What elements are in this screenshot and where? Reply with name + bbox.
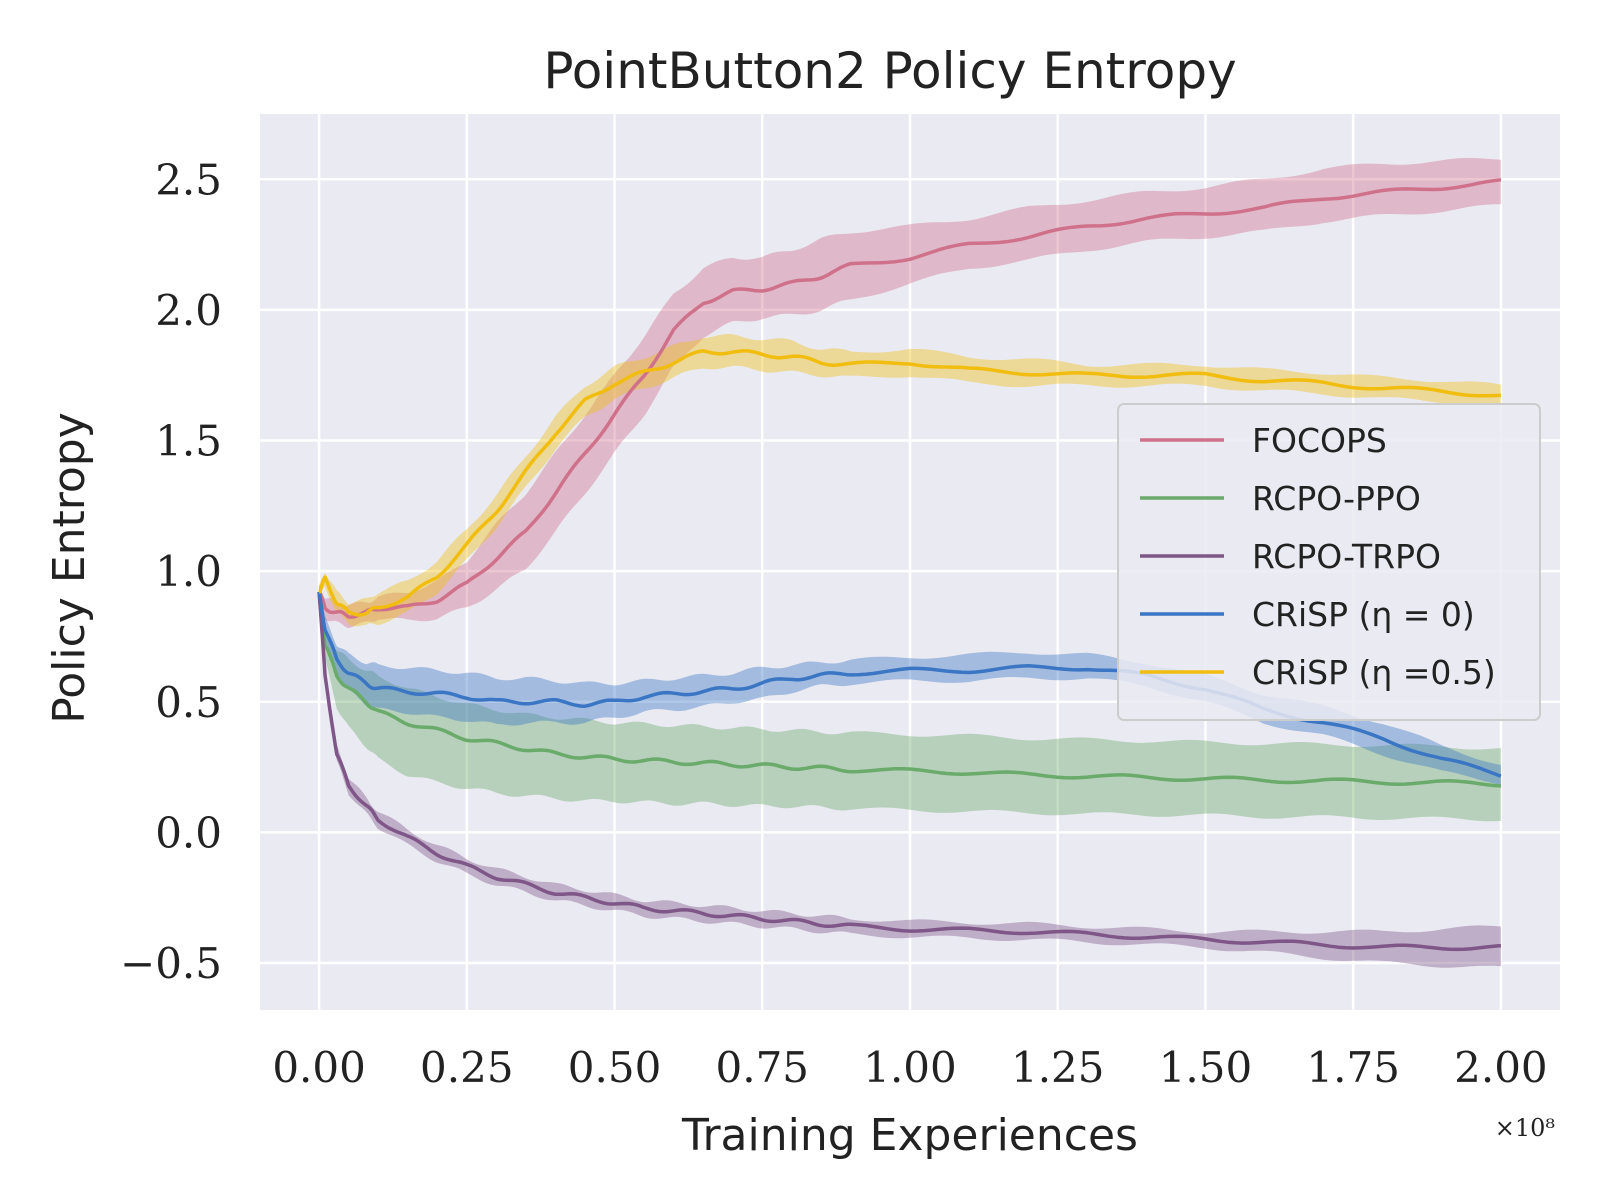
x-scale-label: ×10⁸ [1495, 1114, 1555, 1142]
x-tick-label: 2.00 [1454, 1043, 1548, 1092]
legend-label: CRiSP (η = 0) [1252, 595, 1475, 634]
y-tick-label: 1.0 [155, 547, 222, 596]
line-focops [317, 178, 1502, 619]
y-tick-label: 2.5 [155, 155, 222, 204]
x-tick-label: 0.00 [272, 1043, 366, 1092]
y-axis-label: Policy Entropy [44, 412, 95, 724]
y-tick-label: −0.5 [120, 939, 222, 988]
y-tick-label: 2.0 [155, 286, 222, 335]
line-crisp-0-5 [318, 349, 1501, 617]
x-tick-label: 1.75 [1306, 1043, 1400, 1092]
x-tick-label: 1.25 [1011, 1043, 1105, 1092]
x-tick-label: 1.50 [1159, 1043, 1253, 1092]
x-tick-label: 0.75 [716, 1043, 810, 1092]
band-rcpo-ppo [319, 586, 1501, 822]
y-tick-labels: −0.5 0.0 0.5 1.0 1.5 2.0 2.5 [120, 155, 222, 988]
y-tick-label: 0.0 [155, 808, 222, 857]
band-focops [319, 157, 1501, 629]
x-axis-label: Training Experiences [681, 1110, 1138, 1161]
grid [260, 114, 1560, 1010]
legend-label: RCPO-PPO [1252, 479, 1421, 518]
legend-label: FOCOPS [1252, 421, 1387, 460]
legend-label: CRiSP (η =0.5) [1252, 653, 1496, 692]
confidence-bands [319, 157, 1501, 968]
y-tick-label: 1.5 [155, 417, 222, 466]
line-rcpo-trpo [317, 591, 1502, 952]
legend-label: RCPO-TRPO [1252, 537, 1441, 576]
chart-title: PointButton2 Policy Entropy [543, 42, 1236, 100]
band-crisp-0 [319, 586, 1501, 785]
line-rcpo-ppo [317, 591, 1502, 788]
y-tick-label: 0.5 [155, 678, 222, 727]
x-tick-label: 1.00 [863, 1043, 957, 1092]
x-tick-label: 0.25 [420, 1043, 514, 1092]
x-tick-labels: 0.00 0.25 0.50 0.75 1.00 1.25 1.50 1.75 2.00 [272, 1043, 1547, 1092]
legend: FOCOPS RCPO-PPO RCPO-TRPO CRiSP (η = 0) CRiS… [1117, 403, 1541, 721]
x-tick-label: 0.50 [568, 1043, 662, 1092]
legend-box [1117, 403, 1541, 721]
